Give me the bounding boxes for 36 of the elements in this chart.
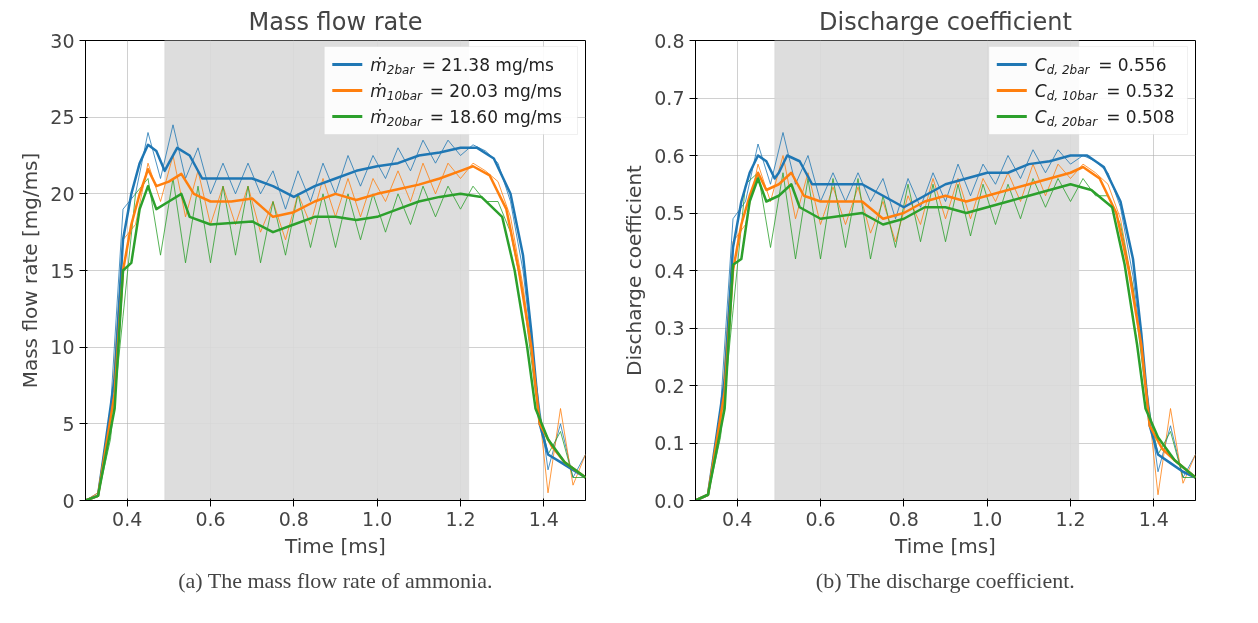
y-tick-label: 0.2	[654, 374, 685, 397]
y-tick-label: 0.0	[654, 489, 685, 512]
y-tick-label: 0	[62, 489, 75, 512]
text: (a) The mass flow rate of ammonia.	[178, 567, 493, 593]
x-tick-label: 0.4	[112, 507, 143, 530]
y-tick-label: 30	[50, 29, 75, 52]
x-tick-label: 1.0	[362, 507, 393, 530]
x-tick-label: 0.6	[805, 507, 836, 530]
y-tick-label: 10	[50, 336, 75, 359]
y-tick-label: 0.1	[654, 432, 685, 454]
y-axis-title: Mass flow rate [mg/ms]	[18, 152, 43, 389]
y-tick-label: 0.6	[654, 144, 685, 167]
y-tick-label: 0.4	[654, 259, 685, 282]
x-tick-label: 1.4	[1138, 507, 1169, 530]
chart-title: Discharge coefficient	[819, 7, 1072, 36]
x-tick-label: 1.4	[528, 507, 559, 530]
y-tick-label: 15	[50, 259, 75, 282]
x-axis-title: Time [ms]	[894, 533, 996, 558]
y-tick-label: 0.8	[654, 29, 685, 52]
x-tick-label: 1.2	[445, 507, 476, 530]
y-tick-label: 20	[50, 182, 75, 205]
y-axis-title: Discharge coefficient	[622, 164, 647, 376]
y-tick-label: 25	[50, 106, 75, 129]
x-tick-label: 0.4	[722, 507, 753, 530]
x-tick-label: 1.2	[1055, 507, 1086, 530]
text: (b) The discharge coefficient.	[815, 567, 1075, 593]
y-tick-label: 5	[62, 412, 75, 435]
y-tick-label: 0.7	[654, 87, 685, 109]
y-tick-label: 0.5	[654, 202, 685, 224]
x-axis-title: Time [ms]	[284, 533, 386, 558]
chart-title: Mass flow rate	[248, 7, 423, 36]
x-tick-label: 0.8	[278, 507, 309, 530]
x-tick-label: 0.8	[888, 507, 919, 530]
x-tick-label: 1.0	[972, 507, 1003, 530]
x-tick-label: 0.6	[195, 507, 226, 530]
y-tick-label: 0.3	[654, 317, 685, 339]
